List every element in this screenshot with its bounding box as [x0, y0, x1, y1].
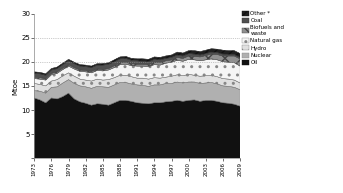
Y-axis label: Mtoe: Mtoe: [12, 77, 19, 95]
Legend: Other *, Coal, Biofuels and
waste, Natural gas, Hydro, Nuclear, Oil: Other *, Coal, Biofuels and waste, Natur…: [242, 11, 284, 65]
